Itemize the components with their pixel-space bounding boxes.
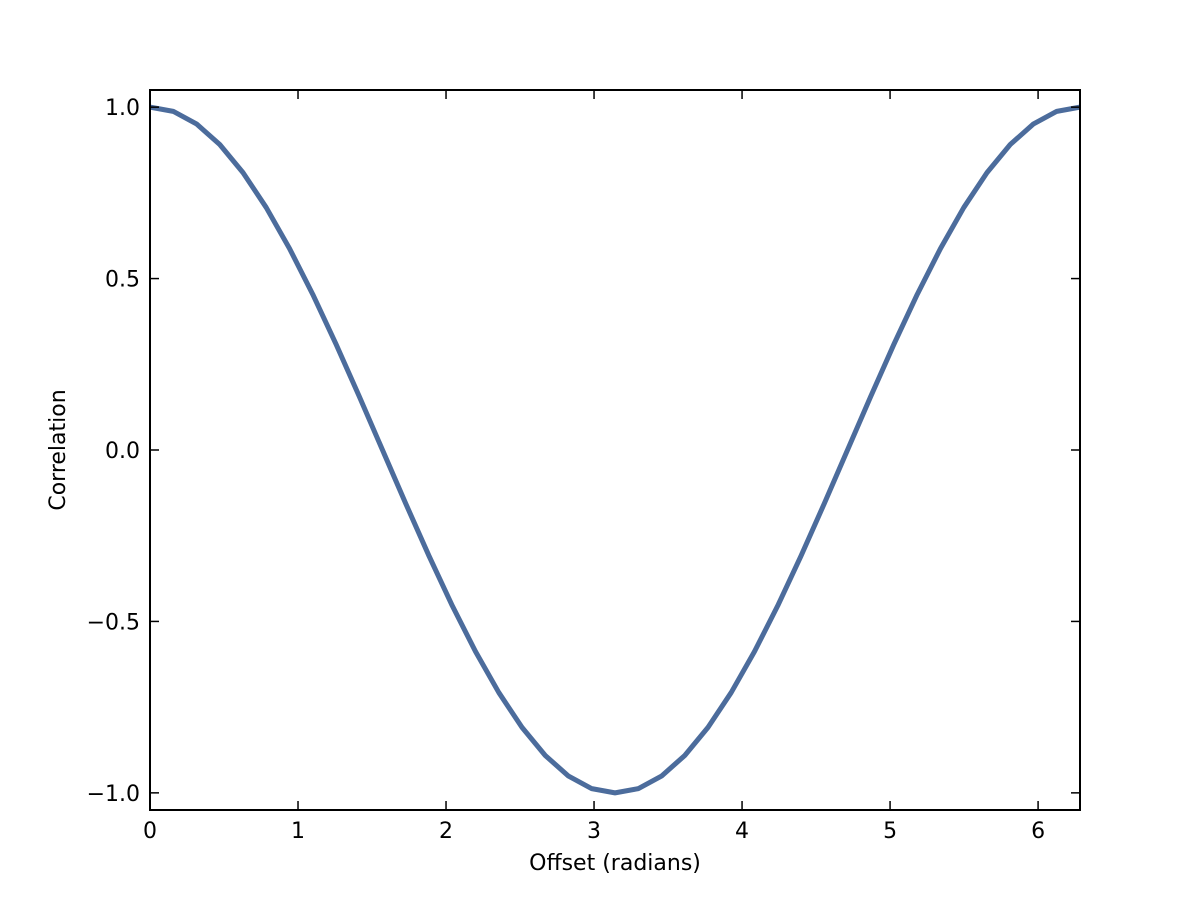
series-line <box>149 104 1081 796</box>
tick-labels-group: 0 1 2 3 4 5 6 −1.0 −0.5 0.0 0.5 1.0 <box>87 96 1046 844</box>
y-tick-label: 1.0 <box>105 96 140 121</box>
x-axis-title: Offset (radians) <box>529 851 701 876</box>
y-tick-label: 0.5 <box>105 268 140 293</box>
x-tick-label: 5 <box>883 819 897 844</box>
y-tick-label: −0.5 <box>87 610 140 635</box>
y-tick-label: 0.0 <box>105 439 140 464</box>
x-tick-label: 1 <box>291 819 305 844</box>
x-tick-label: 0 <box>143 819 157 844</box>
x-tick-label: 6 <box>1031 819 1045 844</box>
x-tick-label: 4 <box>735 819 749 844</box>
x-tick-label: 3 <box>587 819 601 844</box>
y-tick-label: −1.0 <box>87 782 140 807</box>
y-axis-title: Correlation <box>46 389 71 510</box>
x-tick-label: 2 <box>439 819 453 844</box>
plot-frame <box>149 89 1081 811</box>
plot-line-group <box>149 104 1081 796</box>
